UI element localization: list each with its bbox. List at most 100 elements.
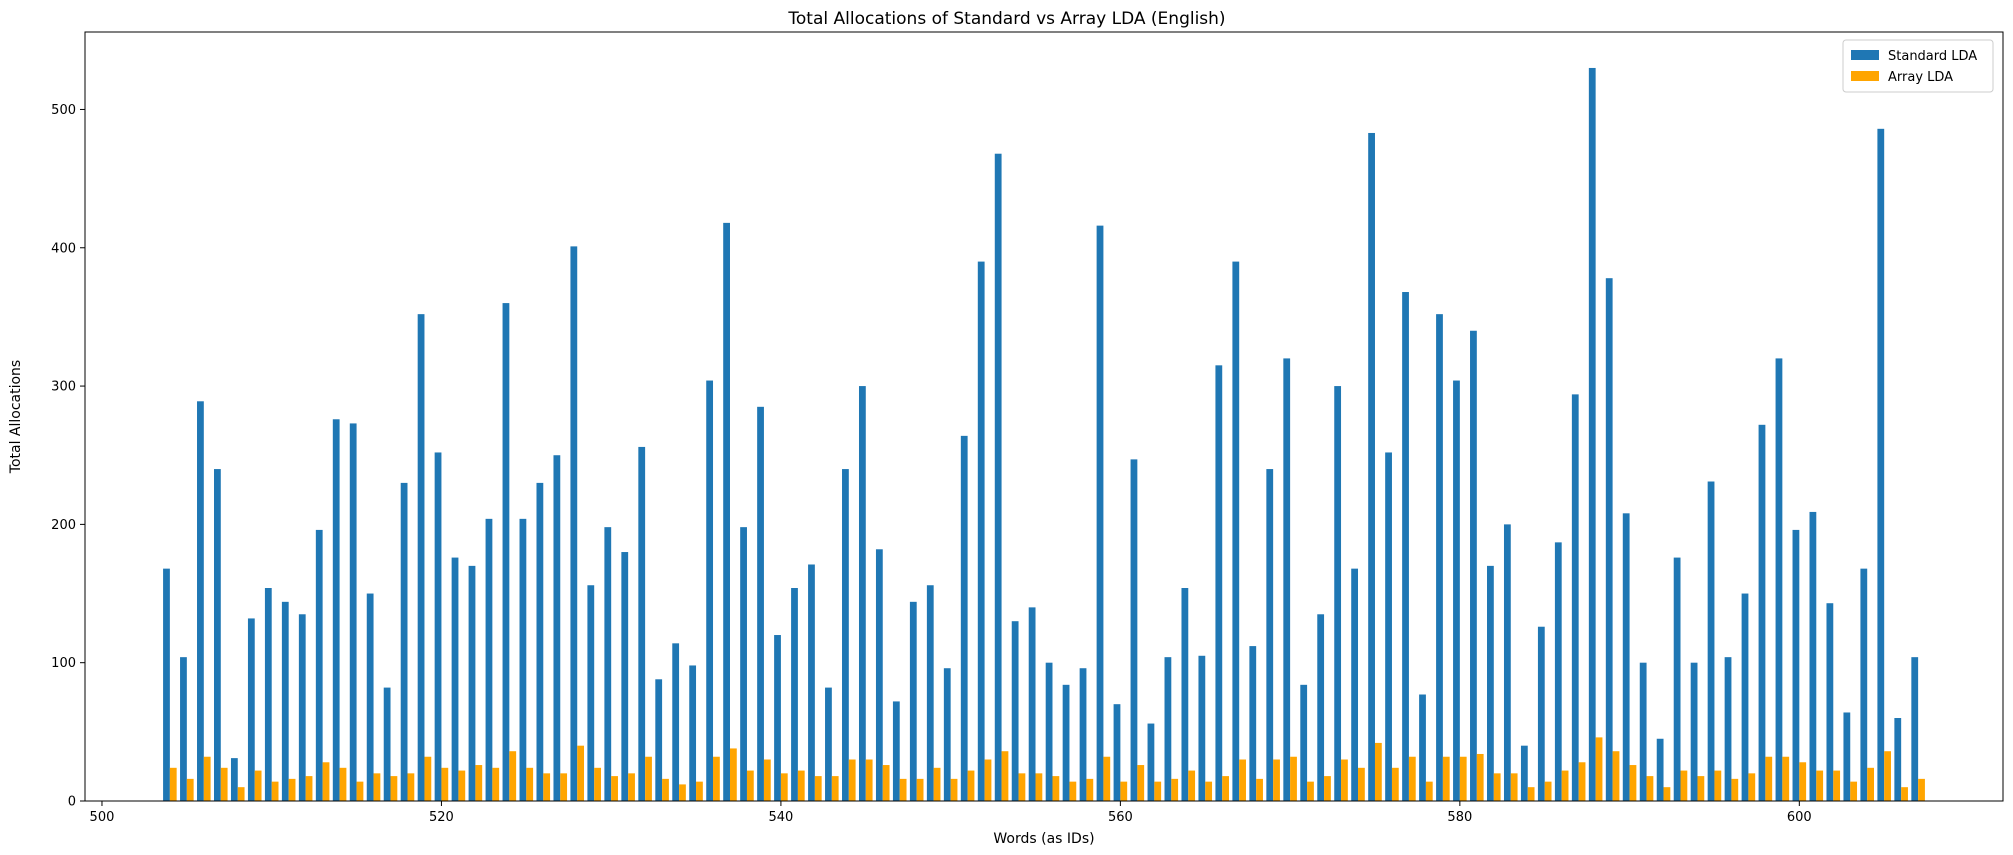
- bar-standard-lda-527: [553, 455, 561, 801]
- bar-standard-lda-504: [163, 568, 170, 801]
- bar-standard-lda-563: [1164, 657, 1172, 801]
- bar-array-lda-547: [899, 778, 907, 801]
- bar-array-lda-507: [220, 767, 228, 801]
- bar-array-lda-579: [1442, 756, 1450, 801]
- bar-array-lda-518: [407, 773, 415, 801]
- bar-array-lda-574: [1358, 767, 1365, 801]
- bar-array-lda-526: [543, 773, 551, 801]
- bar-array-lda-529: [594, 767, 601, 801]
- legend-swatch: [1851, 50, 1879, 60]
- bar-array-lda-527: [560, 773, 568, 801]
- bar-array-lda-589: [1612, 751, 1620, 801]
- bar-array-lda-509: [254, 770, 262, 801]
- bar-standard-lda-528: [570, 246, 578, 801]
- bar-array-lda-533: [662, 778, 669, 801]
- bar-standard-lda-523: [485, 518, 493, 801]
- bar-array-lda-530: [611, 776, 618, 801]
- y-tick-label: 0: [68, 795, 76, 810]
- bar-array-lda-524: [509, 751, 517, 801]
- bar-standard-lda-524: [502, 303, 510, 801]
- bar-standard-lda-595: [1707, 481, 1715, 801]
- bar-array-lda-569: [1273, 759, 1280, 801]
- bar-standard-lda-591: [1639, 662, 1647, 801]
- bar-standard-lda-517: [383, 687, 391, 801]
- bar-standard-lda-530: [604, 527, 612, 801]
- bar-array-lda-580: [1459, 756, 1467, 801]
- bar-array-lda-516: [373, 773, 381, 801]
- bar-standard-lda-547: [892, 701, 900, 801]
- bar-standard-lda-514: [332, 419, 340, 801]
- bar-array-lda-563: [1171, 778, 1179, 801]
- bar-array-lda-525: [526, 767, 534, 801]
- bar-standard-lda-579: [1436, 314, 1443, 801]
- x-tick-label: 540: [768, 810, 793, 825]
- bar-array-lda-508: [237, 787, 245, 801]
- bar-array-lda-506: [203, 756, 211, 801]
- bar-array-lda-590: [1629, 765, 1637, 801]
- bar-array-lda-532: [645, 756, 652, 801]
- bar-standard-lda-539: [757, 406, 764, 801]
- bar-standard-lda-596: [1724, 657, 1732, 801]
- bar-standard-lda-561: [1130, 459, 1138, 801]
- bar-array-lda-585: [1544, 781, 1552, 801]
- bar-array-lda-541: [797, 770, 805, 801]
- x-tick-label: 560: [1108, 810, 1133, 825]
- bar-array-lda-515: [356, 781, 364, 801]
- bar-standard-lda-526: [536, 482, 544, 801]
- bar-standard-lda-597: [1741, 593, 1749, 801]
- bar-array-lda-505: [186, 778, 194, 801]
- bar-standard-lda-572: [1317, 614, 1325, 801]
- bar-array-lda-575: [1374, 742, 1382, 801]
- bar-array-lda-521: [458, 770, 466, 801]
- bar-standard-lda-569: [1266, 469, 1274, 801]
- bar-standard-lda-558: [1079, 668, 1087, 801]
- bar-standard-lda-521: [451, 557, 459, 801]
- legend-swatch: [1851, 71, 1879, 81]
- bar-standard-lda-577: [1402, 292, 1409, 801]
- bar-array-lda-577: [1408, 756, 1416, 801]
- bar-array-lda-558: [1086, 778, 1094, 801]
- bar-standard-lda-560: [1113, 704, 1121, 801]
- bar-standard-lda-543: [825, 687, 832, 801]
- bar-standard-lda-567: [1232, 261, 1240, 802]
- bar-array-lda-605: [1884, 751, 1891, 801]
- bar-array-lda-531: [628, 773, 635, 801]
- bar-array-lda-538: [746, 770, 754, 801]
- bar-array-lda-588: [1595, 737, 1603, 801]
- bar-standard-lda-564: [1181, 588, 1189, 801]
- bar-array-lda-573: [1341, 759, 1348, 801]
- bar-standard-lda-520: [434, 452, 442, 801]
- bar-standard-lda-554: [1011, 621, 1019, 801]
- bar-array-lda-535: [696, 781, 703, 801]
- y-axis: 0 100 200 300 400 500: [51, 103, 85, 810]
- bar-array-lda-598: [1765, 756, 1773, 801]
- bar-standard-lda-544: [842, 469, 849, 801]
- bar-standard-lda-557: [1062, 684, 1070, 801]
- bar-standard-lda-548: [909, 601, 917, 801]
- bar-array-lda-551: [967, 770, 975, 801]
- bar-array-lda-564: [1188, 770, 1196, 801]
- bar-standard-lda-522: [468, 565, 476, 801]
- bar-array-lda-540: [780, 773, 788, 801]
- bar-standard-lda-571: [1300, 684, 1308, 801]
- bar-array-lda-576: [1391, 767, 1399, 801]
- bar-standard-lda-559: [1096, 225, 1104, 801]
- bar-standard-lda-562: [1147, 723, 1155, 801]
- bar-array-lda-539: [763, 759, 771, 801]
- x-axis-title: Words (as IDs): [993, 831, 1094, 847]
- bar-array-lda-607: [1918, 778, 1925, 801]
- bar-standard-lda-576: [1385, 452, 1392, 801]
- bar-array-lda-565: [1205, 781, 1213, 801]
- bar-array-lda-593: [1680, 770, 1688, 801]
- bar-array-lda-543: [831, 776, 839, 801]
- bar-standard-lda-593: [1673, 557, 1681, 801]
- bar-standard-lda-552: [977, 261, 985, 802]
- bar-standard-lda-537: [723, 222, 730, 801]
- bar-standard-lda-507: [214, 469, 221, 801]
- bar-array-lda-567: [1239, 759, 1246, 801]
- bar-array-lda-578: [1425, 781, 1433, 801]
- bar-standard-lda-574: [1351, 568, 1359, 801]
- bar-array-lda-568: [1256, 778, 1263, 801]
- bar-standard-lda-605: [1877, 128, 1885, 801]
- bar-standard-lda-594: [1690, 662, 1698, 801]
